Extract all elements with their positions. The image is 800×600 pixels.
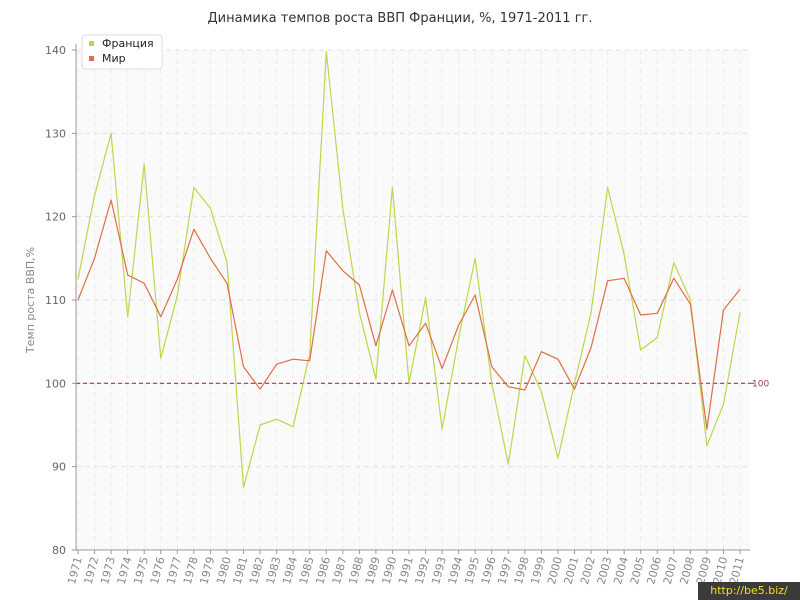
reference-line-group: 100 xyxy=(76,379,769,389)
y-tick-label: 140 xyxy=(45,44,66,57)
legend-box xyxy=(81,34,163,70)
watermark: http://be5.biz/ xyxy=(698,582,800,600)
y-tick-label: 120 xyxy=(45,211,66,224)
legend-label: Мир xyxy=(102,52,126,65)
series-line xyxy=(77,199,741,430)
y-axis-ticks: 80 90 100 110 120 130 140 xyxy=(45,44,76,557)
y-tick-label: 100 xyxy=(45,377,66,390)
reference-line-label: 100 xyxy=(752,379,769,389)
axes xyxy=(75,44,750,551)
x-axis-ticks: 1971197219731974197519761977197819791980… xyxy=(65,550,747,586)
y-tick-label: 80 xyxy=(52,544,66,557)
y-tick-label: 90 xyxy=(52,461,66,474)
legend-swatch xyxy=(89,56,94,61)
y-tick-label: 130 xyxy=(45,127,66,140)
y-axis-label: Темп роста ВВП,% xyxy=(24,247,37,354)
series-line xyxy=(77,51,741,489)
legend: Франция Мир xyxy=(81,34,163,70)
legend-swatch xyxy=(89,41,94,46)
y-tick-label: 110 xyxy=(45,294,66,307)
chart-title: Динамика темпов роста ВВП Франции, %, 19… xyxy=(208,11,593,26)
grid xyxy=(76,49,750,550)
legend-label: Франция xyxy=(102,37,154,50)
series-lines xyxy=(77,51,741,489)
